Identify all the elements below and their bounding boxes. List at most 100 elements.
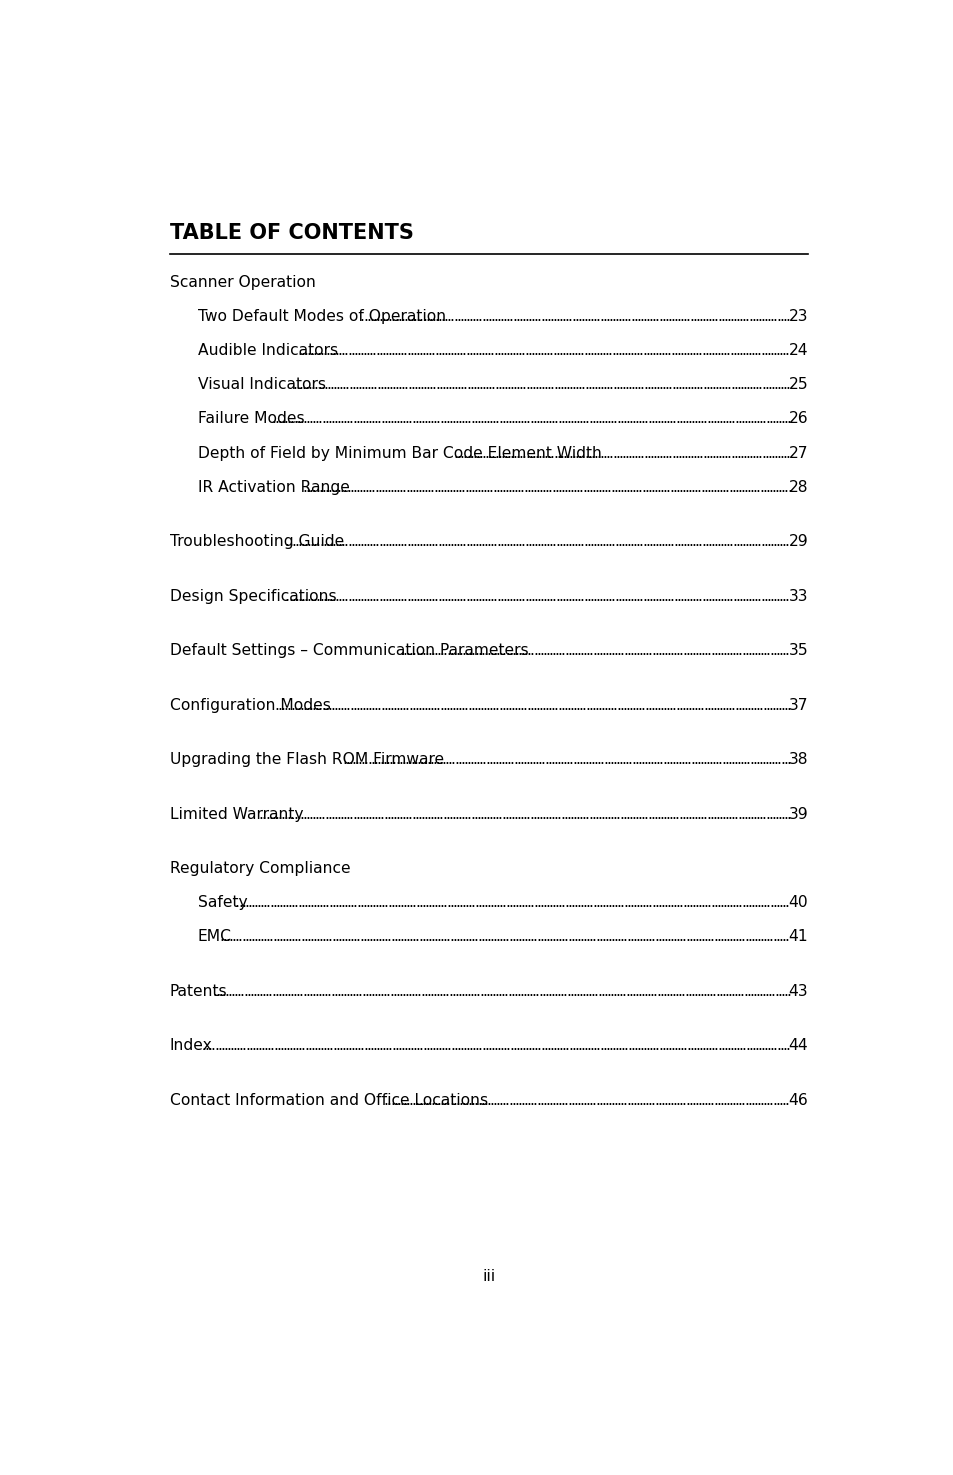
Text: .: .: [710, 344, 715, 358]
Text: .: .: [496, 534, 500, 549]
Text: .: .: [598, 929, 602, 944]
Text: .: .: [657, 895, 661, 910]
Text: .: .: [327, 412, 332, 426]
Text: .: .: [393, 929, 397, 944]
Text: .: .: [603, 412, 608, 426]
Text: .: .: [517, 1093, 521, 1108]
Text: .: .: [479, 929, 484, 944]
Text: .: .: [692, 378, 697, 392]
Text: .: .: [361, 698, 366, 712]
Text: .: .: [276, 984, 282, 999]
Text: .: .: [514, 895, 518, 910]
Text: .: .: [488, 698, 493, 712]
Text: .: .: [541, 698, 546, 712]
Text: .: .: [676, 1038, 680, 1053]
Text: .: .: [767, 752, 772, 767]
Text: .: .: [503, 698, 509, 712]
Text: .: .: [500, 807, 505, 822]
Text: .: .: [616, 1093, 620, 1108]
Text: .: .: [283, 698, 288, 712]
Text: .: .: [401, 479, 406, 494]
Text: .: .: [375, 589, 379, 603]
Text: .: .: [694, 895, 699, 910]
Text: .: .: [431, 534, 436, 549]
Text: .: .: [709, 589, 715, 603]
Text: .: .: [507, 479, 512, 494]
Text: .: .: [647, 1093, 652, 1108]
Text: .: .: [728, 929, 733, 944]
Text: .: .: [614, 1038, 618, 1053]
Text: .: .: [754, 1038, 759, 1053]
Text: .: .: [591, 1093, 596, 1108]
Text: .: .: [415, 929, 419, 944]
Text: .: .: [770, 807, 775, 822]
Text: .: .: [474, 929, 478, 944]
Text: .: .: [548, 929, 553, 944]
Text: .: .: [696, 698, 700, 712]
Text: .: .: [728, 344, 733, 358]
Text: .: .: [532, 479, 537, 494]
Text: .: .: [429, 807, 434, 822]
Text: .: .: [399, 929, 404, 944]
Text: .: .: [635, 589, 639, 603]
Text: .: .: [524, 1038, 529, 1053]
Text: .: .: [506, 984, 511, 999]
Text: .: .: [720, 807, 725, 822]
Text: .: .: [767, 412, 772, 426]
Text: .: .: [654, 895, 659, 910]
Text: .: .: [695, 378, 700, 392]
Text: .: .: [484, 445, 489, 460]
Text: .: .: [558, 752, 564, 767]
Text: .: .: [324, 929, 330, 944]
Text: .: .: [764, 984, 769, 999]
Text: .: .: [728, 643, 733, 658]
Text: .: .: [775, 1038, 780, 1053]
Text: .: .: [751, 378, 756, 392]
Text: .: .: [498, 344, 503, 358]
Text: .: .: [345, 984, 350, 999]
Text: .: .: [306, 589, 311, 603]
Text: .: .: [616, 895, 621, 910]
Text: .: .: [661, 698, 667, 712]
Text: .: .: [567, 344, 572, 358]
Text: .: .: [268, 984, 273, 999]
Text: .: .: [481, 445, 486, 460]
Text: .: .: [436, 412, 440, 426]
Text: .: .: [438, 984, 443, 999]
Text: .: .: [567, 310, 572, 324]
Text: .: .: [659, 643, 664, 658]
Text: .: .: [241, 929, 246, 944]
Text: .: .: [644, 534, 649, 549]
Text: Index: Index: [170, 1038, 213, 1053]
Text: .: .: [693, 479, 698, 494]
Text: .: .: [772, 1038, 777, 1053]
Text: .: .: [452, 1093, 456, 1108]
Text: .: .: [558, 445, 563, 460]
Text: .: .: [569, 479, 574, 494]
Text: .: .: [483, 534, 488, 549]
Text: .: .: [511, 1093, 516, 1108]
Text: .: .: [694, 534, 699, 549]
Text: .: .: [679, 1038, 684, 1053]
Text: .: .: [465, 378, 471, 392]
Text: 24: 24: [788, 344, 807, 358]
Text: .: .: [497, 984, 502, 999]
Text: .: .: [774, 479, 779, 494]
Text: .: .: [780, 752, 784, 767]
Text: .: .: [712, 895, 717, 910]
Text: .: .: [518, 378, 523, 392]
Text: .: .: [682, 310, 687, 324]
Text: .: .: [318, 895, 323, 910]
Text: .: .: [490, 310, 495, 324]
Text: .: .: [747, 534, 752, 549]
Text: .: .: [423, 698, 428, 712]
Text: .: .: [635, 344, 640, 358]
Text: .: .: [535, 984, 539, 999]
Text: .: .: [455, 929, 459, 944]
Text: .: .: [318, 589, 323, 603]
Text: .: .: [779, 1038, 783, 1053]
Text: .: .: [668, 698, 673, 712]
Text: .: .: [375, 534, 379, 549]
Text: .: .: [688, 310, 693, 324]
Text: .: .: [532, 807, 537, 822]
